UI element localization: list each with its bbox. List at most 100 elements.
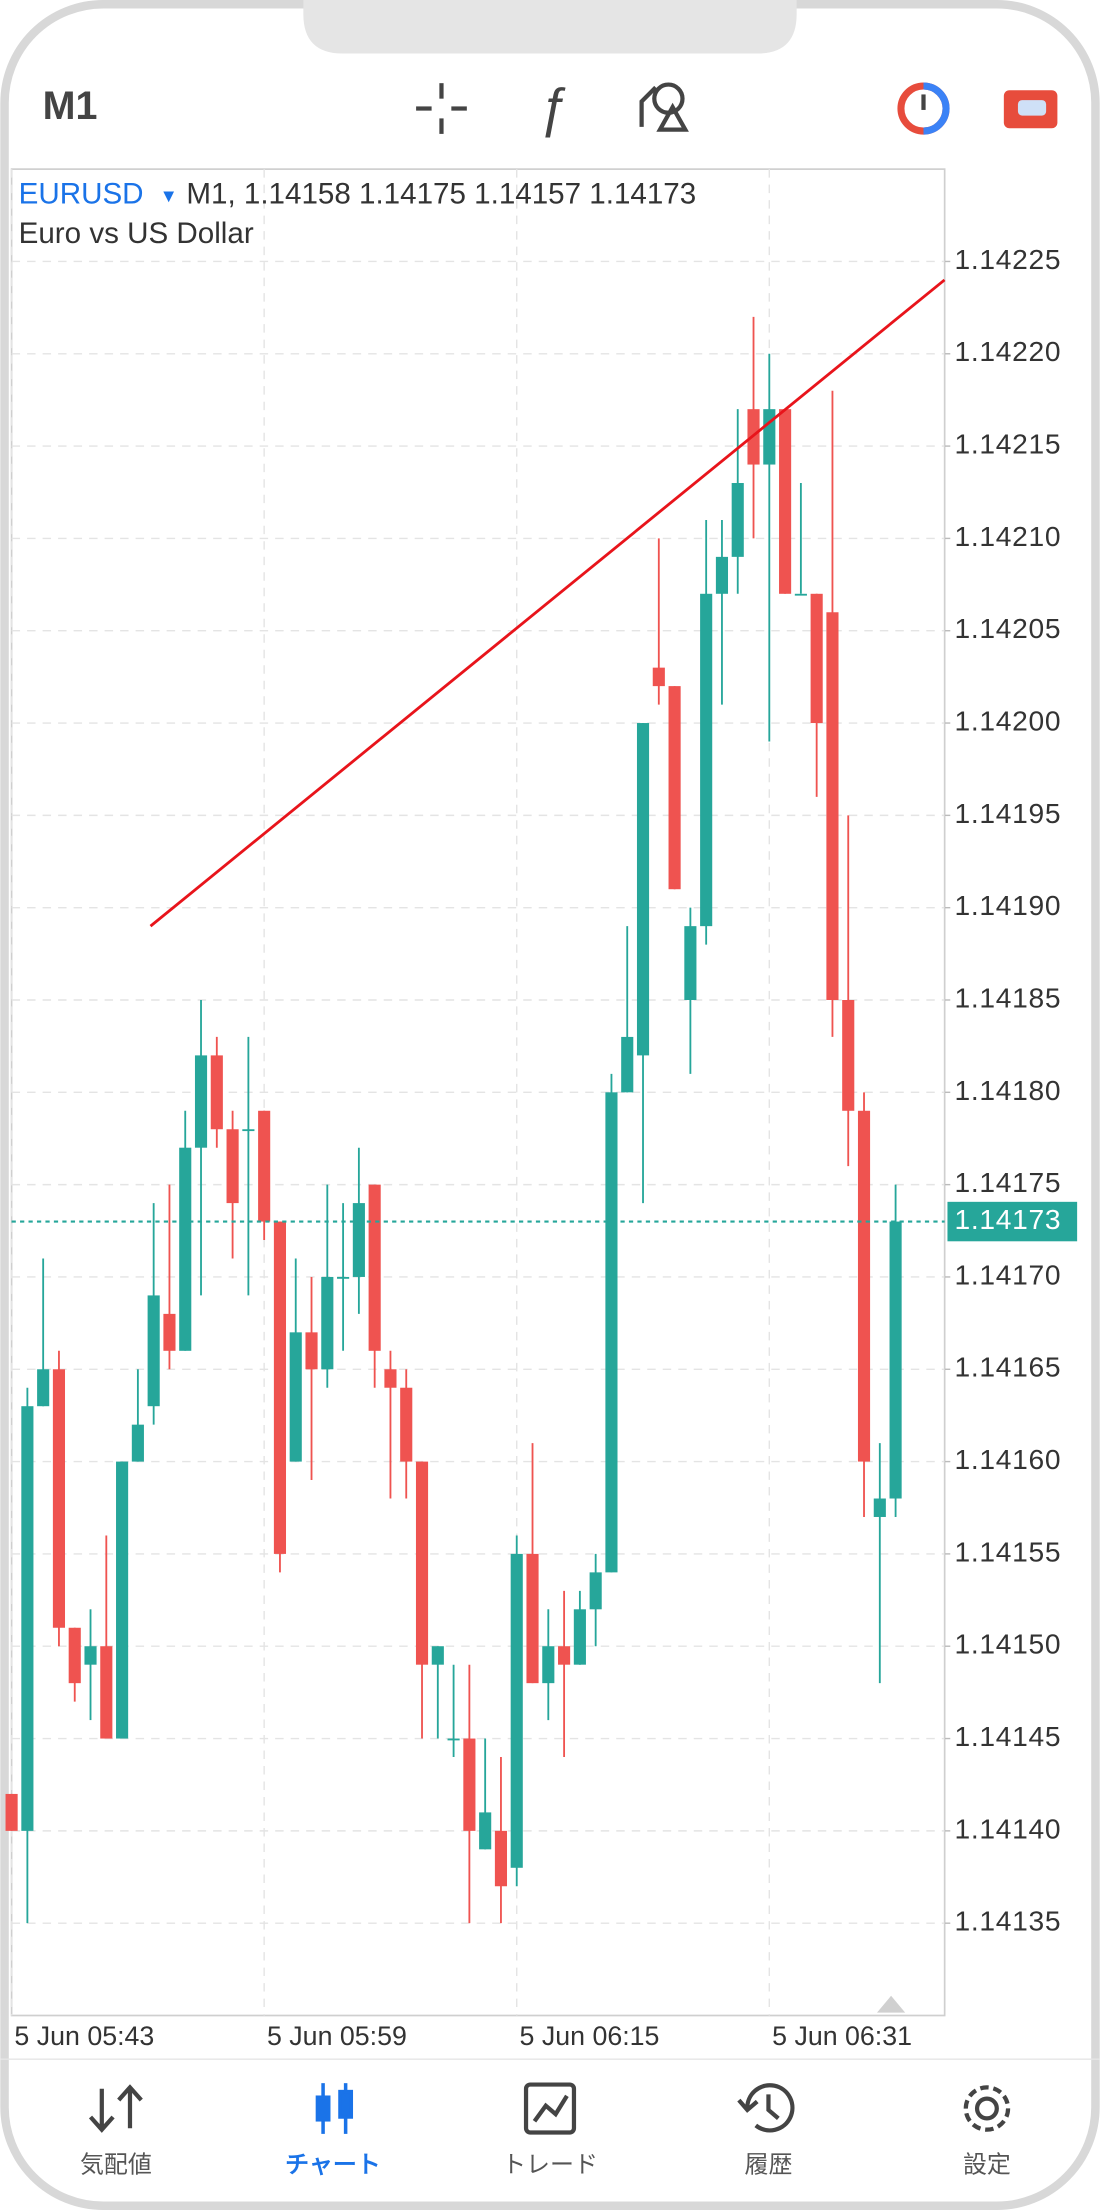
candle-body — [447, 1738, 460, 1741]
candle-body — [384, 1369, 397, 1388]
trade-tab-icon[interactable] — [523, 2082, 577, 2135]
y-tick-label: 1.14170 — [955, 1258, 1062, 1290]
candle-body — [400, 1387, 413, 1462]
settings-icon[interactable] — [963, 2085, 1011, 2132]
tab-label[interactable]: チャート — [285, 2152, 381, 2179]
tab-bar: 気配値 チャート トレード 履歴 設定 — [80, 2152, 1011, 2179]
indicator-icon[interactable]: ƒ — [538, 78, 568, 138]
y-tick-label: 1.14210 — [955, 520, 1062, 552]
candle-body — [621, 1036, 634, 1093]
x-tick-label: 5 Jun 06:15 — [520, 2021, 660, 2051]
candle-body — [889, 1221, 902, 1499]
candle-body — [305, 1332, 318, 1370]
tab-label[interactable]: 設定 — [963, 2152, 1011, 2179]
y-tick-label: 1.14140 — [955, 1812, 1062, 1844]
candle-body — [463, 1738, 476, 1831]
candle-body — [431, 1646, 444, 1665]
candle-body — [605, 1092, 618, 1573]
candle-body — [794, 593, 807, 596]
last-price-box — [947, 1201, 1078, 1242]
y-tick-label: 1.14205 — [955, 612, 1062, 644]
candle-body — [368, 1184, 381, 1351]
y-tick-label: 1.14150 — [955, 1628, 1062, 1660]
candle-body — [589, 1572, 602, 1610]
symbol-dropdown[interactable]: ▼ — [160, 185, 178, 206]
y-tick-label: 1.14155 — [955, 1535, 1062, 1567]
candle-body — [100, 1646, 113, 1739]
candle-body — [337, 1276, 350, 1279]
candle-body — [873, 1498, 886, 1517]
candle-body — [479, 1812, 492, 1850]
description: Euro vs US Dollar — [19, 217, 254, 250]
y-tick-label: 1.14215 — [955, 428, 1062, 460]
candle-body — [684, 926, 697, 1000]
candle-body — [542, 1646, 555, 1684]
crosshair-icon[interactable] — [416, 83, 467, 134]
y-tick-label: 1.14200 — [955, 704, 1062, 736]
candle-body — [842, 999, 855, 1111]
candle-body — [763, 409, 776, 465]
x-tick-label: 5 Jun 05:59 — [267, 2021, 407, 2051]
candle-body — [700, 593, 713, 927]
candle-body — [37, 1369, 50, 1407]
plot — [5, 278, 946, 1924]
candle-body — [510, 1553, 523, 1868]
x-tick-label: 5 Jun 05:43 — [14, 2021, 154, 2051]
trade-icon[interactable] — [897, 82, 950, 135]
candle-body — [210, 1055, 223, 1130]
account-icon[interactable] — [1003, 90, 1058, 129]
history-icon[interactable] — [737, 2083, 795, 2133]
candle-body — [289, 1332, 302, 1462]
notch — [303, 0, 797, 54]
candle-body — [21, 1406, 34, 1831]
candle-body — [226, 1129, 239, 1204]
ohlc-text: M1, 1.14158 1.14175 1.14157 1.14173 — [186, 178, 696, 211]
candle-body — [52, 1369, 66, 1628]
symbol[interactable]: EURUSD — [19, 178, 144, 211]
candle-body — [573, 1609, 586, 1665]
tab-label[interactable]: 履歴 — [745, 2152, 793, 2179]
candle-body — [668, 686, 681, 890]
y-tick-label: 1.14180 — [955, 1074, 1062, 1106]
y-tick-label: 1.14190 — [955, 889, 1062, 921]
candle-body — [415, 1461, 429, 1665]
candle-body — [494, 1830, 508, 1887]
timeframe[interactable]: M1 — [43, 84, 98, 128]
objects-icon[interactable] — [639, 82, 689, 132]
y-tick-label: 1.14195 — [955, 797, 1062, 829]
y-tick-label: 1.14175 — [955, 1166, 1062, 1198]
y-tick-label: 1.14160 — [955, 1443, 1062, 1475]
chart-icon[interactable] — [315, 2083, 354, 2134]
quotes-icon[interactable] — [88, 2084, 143, 2133]
candle-body — [258, 1110, 271, 1222]
tab-label[interactable]: 気配値 — [80, 2152, 152, 2179]
candle-body — [194, 1055, 208, 1148]
candle-body — [810, 593, 823, 724]
x-tick-label: 5 Jun 06:31 — [772, 2021, 912, 2051]
y-tick-label: 1.14135 — [955, 1905, 1062, 1937]
candle-body — [179, 1147, 192, 1351]
candle-body — [84, 1646, 97, 1665]
y-tick-label: 1.14145 — [955, 1720, 1062, 1752]
candle-body — [242, 1129, 255, 1132]
candle-body — [715, 556, 729, 594]
tab-label[interactable]: トレード — [502, 2152, 598, 2179]
candle-body — [131, 1424, 144, 1462]
y-tick-label: 1.14225 — [955, 243, 1062, 275]
candle-body — [731, 483, 744, 557]
candle-body — [636, 723, 650, 1056]
y-tick-label: 1.14185 — [955, 981, 1062, 1013]
candle-body — [68, 1627, 81, 1684]
candle-body — [321, 1276, 334, 1370]
grid — [10, 169, 945, 2016]
candle-body — [147, 1295, 160, 1407]
trendline — [149, 278, 946, 928]
candle-body — [857, 1110, 871, 1462]
candle-body — [163, 1313, 176, 1351]
y-tick-label: 1.14220 — [955, 335, 1062, 367]
candle-body — [5, 1793, 18, 1831]
candle-body — [826, 612, 839, 1000]
